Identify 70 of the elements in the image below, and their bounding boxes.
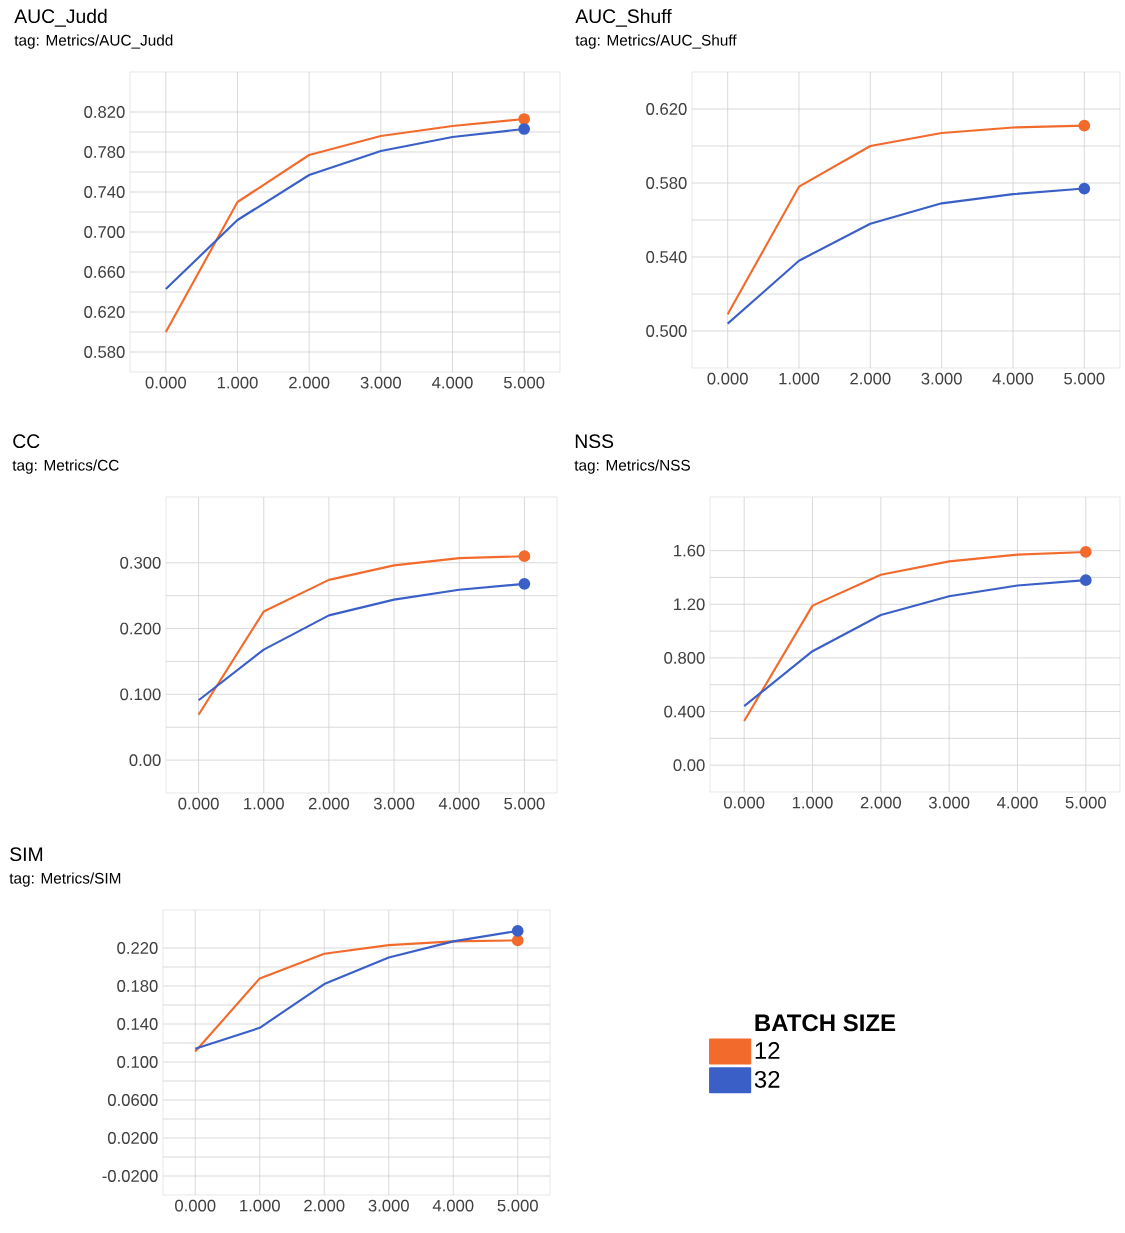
x-tick-label: 1.000 (244, 797, 284, 810)
chart-title: AUC_Shuff (575, 8, 672, 27)
y-tick-label: 0.620 (84, 306, 125, 318)
x-tick-label: 1.000 (240, 1199, 280, 1212)
y-tick-label: 0.740 (84, 186, 125, 198)
x-tick-label: 1.000 (779, 372, 820, 385)
chart-title: NSS (575, 434, 614, 449)
y-tick-label: 0.220 (117, 942, 158, 954)
x-tick-label: 2.000 (308, 797, 350, 810)
x-tick-label: 5.000 (1064, 372, 1105, 385)
x-tick-label: 3.000 (360, 376, 402, 389)
y-tick-label: 0.620 (646, 103, 687, 115)
y-tick-label: 0.0200 (107, 1132, 158, 1144)
y-tick-label: 0.500 (646, 325, 687, 337)
legend-title: BATCH SIZE (755, 1014, 896, 1032)
y-tick-label: 0.180 (117, 980, 158, 992)
y-tick-label: 0.580 (646, 177, 687, 189)
x-tick-label: 1.000 (792, 796, 833, 809)
chart-subtitle: tag: Metrics/CC (12, 459, 119, 474)
x-tick-label: 2.000 (289, 376, 330, 389)
y-tick-label: 1.20 (674, 598, 705, 611)
y-tick-label: 1.60 (674, 544, 705, 557)
chart-title: CC (13, 434, 40, 449)
y-tick-label: 0.580 (84, 346, 125, 358)
x-tick-label: 0.000 (707, 372, 748, 385)
chart-title: AUC_Judd (14, 8, 107, 27)
x-tick-label: 4.000 (432, 376, 473, 389)
y-tick-label: 0.300 (120, 556, 161, 569)
y-tick-label: 0.700 (84, 226, 125, 238)
x-tick-label: 0.000 (723, 796, 765, 809)
y-tick-label: 0.540 (646, 251, 687, 263)
y-tick-label: 0.820 (84, 106, 125, 118)
x-tick-label: 5.000 (503, 376, 545, 389)
y-tick-label: 0.100 (117, 1056, 158, 1068)
x-tick-label: 0.000 (145, 376, 187, 389)
x-tick-label: 3.000 (373, 797, 415, 810)
x-tick-label: 0.000 (175, 1199, 216, 1212)
x-tick-label: 1.000 (217, 376, 258, 389)
x-tick-label: 4.000 (997, 796, 1038, 809)
x-tick-label: 5.000 (497, 1199, 538, 1212)
x-tick-label: 3.000 (368, 1199, 409, 1212)
y-tick-label: -0.0200 (102, 1170, 158, 1182)
y-tick-label: 0.140 (117, 1018, 158, 1030)
y-tick-label: 0.00 (129, 754, 161, 767)
chart-subtitle: tag: Metrics/SIM (9, 872, 121, 887)
x-tick-label: 5.000 (504, 797, 545, 810)
chart-subtitle: tag: Metrics/AUC_Judd (14, 34, 173, 49)
x-tick-label: 3.000 (921, 372, 962, 385)
x-tick-label: 5.000 (1065, 796, 1107, 809)
chart-title: SIM (10, 847, 43, 862)
legend-label: 12 (755, 1042, 780, 1059)
y-tick-label: 0.400 (664, 705, 705, 718)
chart-subtitle: tag: Metrics/AUC_Shuff (575, 34, 737, 49)
y-tick-label: 0.200 (120, 622, 161, 635)
y-tick-label: 0.00 (673, 759, 705, 772)
y-tick-label: 0.100 (120, 688, 161, 701)
x-tick-label: 2.000 (304, 1199, 345, 1212)
x-tick-label: 2.000 (850, 372, 891, 385)
chart-subtitle: tag: Metrics/NSS (574, 459, 690, 474)
x-tick-label: 0.000 (178, 797, 219, 810)
x-tick-label: 4.000 (432, 1199, 474, 1212)
x-tick-label: 4.000 (438, 797, 480, 810)
x-tick-label: 3.000 (928, 796, 970, 809)
x-tick-label: 4.000 (992, 372, 1034, 385)
y-tick-label: 0.780 (84, 146, 125, 158)
y-tick-label: 0.660 (84, 266, 125, 278)
legend-label: 32 (754, 1070, 780, 1088)
y-tick-label: 0.800 (664, 652, 705, 664)
y-tick-label: 0.0600 (107, 1094, 158, 1106)
x-tick-label: 2.000 (860, 796, 902, 809)
